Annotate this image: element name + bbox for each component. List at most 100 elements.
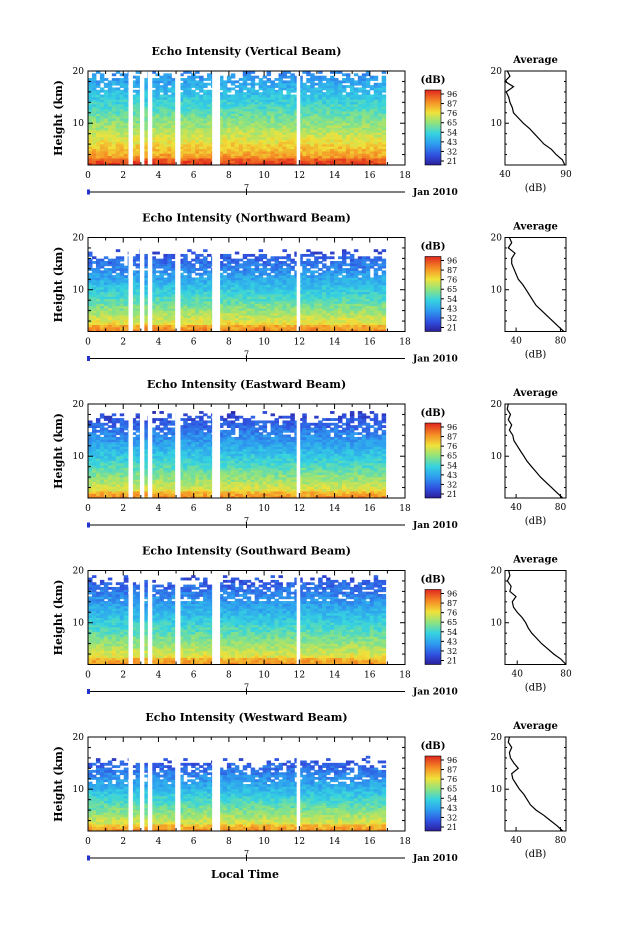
heatmap-cell	[230, 326, 236, 330]
heatmap-cell	[369, 139, 375, 142]
heatmap-cell	[294, 96, 299, 100]
heatmap-cell	[159, 122, 164, 126]
heatmap-cell	[195, 71, 200, 74]
heatmap-cell	[278, 310, 283, 314]
heatmap-cell	[88, 324, 93, 328]
heatmap-cell	[183, 87, 188, 91]
heatmap-cell	[163, 101, 168, 105]
heatmap-cell	[274, 275, 279, 278]
heatmap-cell	[338, 277, 343, 281]
heatmap-cell	[254, 319, 260, 323]
heatmap-cell	[242, 286, 248, 290]
heatmap-cell	[254, 99, 260, 103]
heatmap-cell	[266, 322, 272, 325]
heatmap-cell	[270, 162, 276, 166]
heatmap-cell	[191, 322, 196, 325]
heatmap-cell	[218, 284, 224, 288]
heatmap-cell	[345, 162, 351, 166]
heatmap-cell	[270, 312, 276, 316]
heatmap-cell	[338, 113, 343, 117]
heatmap-cell	[203, 305, 208, 309]
heatmap-cell	[151, 127, 156, 131]
heatmap-cell	[230, 319, 236, 323]
heatmap-cell	[171, 291, 176, 295]
heatmap-cell	[338, 284, 343, 288]
heatmap-cell	[131, 136, 137, 140]
heatmap-cell	[310, 80, 315, 84]
heatmap-cell	[349, 139, 355, 142]
heatmap-cell	[171, 118, 176, 121]
heatmap-cell	[207, 157, 212, 161]
heatmap-cell	[123, 143, 129, 147]
heatmap-cell	[334, 127, 339, 131]
heatmap-cell	[369, 157, 375, 161]
heatmap-cell	[310, 153, 315, 157]
heatmap-cell	[306, 89, 311, 93]
heatmap-cell	[179, 120, 184, 124]
heatmap-cell	[195, 125, 200, 128]
heatmap-cell	[330, 317, 335, 321]
heatmap-cell	[286, 315, 291, 318]
heatmap-cell	[286, 289, 291, 293]
heatmap-cell	[361, 92, 367, 95]
heatmap-cell	[262, 284, 268, 288]
heatmap-cell	[310, 108, 315, 112]
heatmap-cell	[266, 122, 272, 126]
heatmap-cell	[266, 286, 272, 290]
heatmap-cell	[254, 155, 260, 159]
heatmap-cell	[238, 275, 244, 278]
heatmap-cell	[314, 141, 319, 145]
heatmap-cell	[183, 305, 188, 309]
heatmap-cell	[203, 277, 208, 281]
heatmap-cell	[107, 258, 113, 262]
heatmap-cell	[199, 127, 204, 131]
heatmap-cell	[306, 275, 311, 278]
heatmap-cell	[314, 315, 319, 318]
heatmap-cell	[381, 129, 387, 133]
heatmap-cell	[338, 298, 343, 302]
heatmap-cell	[369, 87, 375, 91]
heatmap-cell	[111, 305, 117, 309]
heatmap-cell	[179, 78, 184, 81]
heatmap-cell	[302, 148, 307, 152]
heatmap-cell	[155, 265, 160, 269]
heatmap-cell	[250, 286, 256, 290]
heatmap-cell	[341, 291, 347, 295]
heatmap-cell	[318, 118, 323, 121]
heatmap-cell	[226, 139, 232, 142]
heatmap-cell	[187, 75, 192, 79]
heatmap-cell	[238, 270, 244, 274]
heatmap-cell	[222, 120, 228, 124]
heatmap-cell	[334, 153, 339, 157]
heatmap-cell	[373, 160, 379, 164]
heatmap-cell	[250, 305, 256, 309]
heatmap-cell	[298, 146, 303, 150]
heatmap-cell	[203, 270, 208, 274]
heatmap-cell	[187, 92, 192, 95]
heatmap-cell	[274, 315, 279, 318]
heatmap-cell	[91, 89, 97, 93]
heatmap-cell	[334, 155, 339, 159]
heatmap-cell	[111, 270, 117, 274]
heatmap-cell	[207, 160, 212, 164]
heatmap-cell	[274, 312, 279, 316]
heatmap-cell	[330, 94, 335, 98]
heatmap-cell	[349, 291, 355, 295]
heatmap-cell	[119, 122, 125, 126]
heatmap-cell	[167, 141, 172, 145]
heatmap-cell	[294, 284, 299, 288]
heatmap-cell	[234, 312, 240, 316]
heatmap-cell	[155, 101, 160, 105]
heatmap-cell	[199, 277, 204, 281]
heatmap-cell	[314, 127, 319, 131]
heatmap-cell	[310, 324, 315, 328]
heatmap-cell	[99, 127, 105, 131]
heatmap-cell	[326, 319, 331, 323]
heatmap-cell	[99, 129, 105, 133]
heatmap-cell	[345, 150, 351, 154]
heatmap-cell	[270, 277, 276, 281]
heatmap-cell	[334, 82, 339, 86]
heatmap-cell	[282, 85, 287, 88]
heatmap-cell	[341, 155, 347, 159]
heatmap-cell	[230, 296, 236, 300]
